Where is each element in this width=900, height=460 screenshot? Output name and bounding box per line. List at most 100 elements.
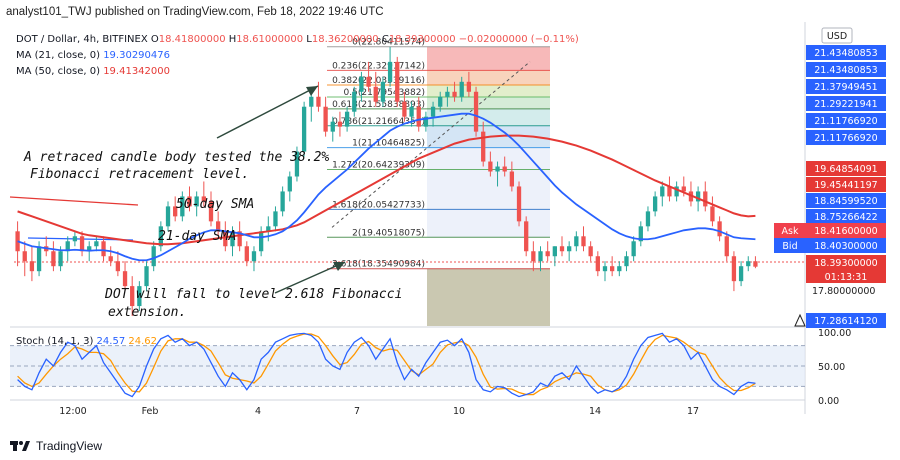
candle [208,191,214,227]
candle [473,86,479,137]
fib-band [427,70,550,86]
candle [137,281,142,312]
candle-body [36,246,42,272]
candle-body [717,221,722,237]
price-tag [806,45,886,60]
candle-body [638,226,643,242]
candle-body [330,121,335,132]
legend-ohlc-value: 18.36200000 [312,34,382,45]
ma21-line [17,112,756,262]
candle [567,241,572,262]
price-tag [806,313,886,328]
candle [130,276,135,317]
candle-body [552,246,557,257]
candle [330,116,335,142]
candle-body [316,96,321,107]
candle-body [631,241,636,257]
price-tag-value: 19.64854091 [814,164,877,175]
countdown-tag [806,270,886,283]
legend-ohlc-value: 18.41800000 [159,34,229,45]
candle [595,251,600,277]
candle-body [280,191,285,212]
candle [481,121,486,167]
fib-level-label: 0(22.80411574) [352,38,425,48]
candle [230,226,235,257]
time-tick: 7 [354,406,360,417]
fib-level-label: 0.618(21.55838893) [332,100,425,110]
price-tag-value: 18.39300000 [814,258,877,269]
candle-body [502,166,507,172]
candle [72,231,78,247]
candle [144,261,149,292]
candle-body [731,256,737,282]
candle [631,236,636,262]
candle-body [674,186,679,197]
candle-body [473,91,479,132]
candle [445,86,450,107]
candle-body [144,266,149,287]
candle [115,251,121,277]
candle [452,81,457,102]
candle [287,171,292,202]
candle-body [538,251,543,262]
candle-body [452,91,457,97]
trading-chart[interactable]: 0(22.80411574) 0.236(22.32917142) 0.382(22… [0,22,900,436]
fib-trend-line [331,61,531,228]
candle [258,226,264,257]
legend-ohlc-value: −0.02000000 (−0.11%) [459,34,579,45]
time-tick: 12:00 [59,406,86,417]
candle-body [230,231,235,247]
candle-body [115,261,121,272]
candle [294,146,300,182]
candle-body [87,246,92,252]
candle [438,91,443,112]
price-tag [806,238,886,253]
candle-body [595,256,600,272]
candle-body [216,221,221,232]
candle-body [610,266,615,272]
candle [552,246,557,267]
legend-ohlc-key: H [229,34,237,45]
candle [352,86,357,117]
candle-body [387,61,393,82]
candle-body [524,221,529,252]
legend-ohlc-key: O [151,34,159,45]
stoch-tick: 0.00 [818,396,839,407]
candle-body [122,271,128,287]
candle [459,76,464,102]
candle-body [51,251,56,267]
candle [79,231,85,257]
time-tick: 17 [687,406,699,417]
candle-body [108,256,113,262]
ma21-value: 19.30290476 [103,50,170,61]
candle [51,241,56,272]
legend-symbol-name: DOT / Dollar, 4h, BITFINEX [16,34,151,45]
candle [158,221,163,252]
fib-band [427,108,550,126]
candle [667,176,672,202]
candle [652,191,658,217]
candle-body [652,196,658,212]
candle [216,211,221,237]
legend-ohlc-value: 18.39300000 [389,34,459,45]
bid-tag [774,238,806,253]
price-tag-value: 21.11766920 [814,133,877,144]
tradingview-logo-icon [10,441,30,451]
fib-level-label: 0.236(22.32917142) [332,61,425,71]
candle [674,181,679,202]
candle [588,241,593,262]
candle-body [194,196,199,207]
candle-body [581,236,586,247]
legend-ma50: MA (50, close, 0) 19.41342000 [16,66,170,77]
stoch-d-line [17,333,756,396]
candle-body [602,266,608,272]
candle-body [359,76,364,92]
candle-body [151,246,156,267]
candle-body [667,186,672,197]
price-tag-value: 21.37949451 [814,82,877,93]
time-tick: 4 [255,406,261,417]
candle-body [72,236,78,242]
price-tag-value: 21.43480853 [814,65,877,76]
candle-body [294,151,300,177]
fib-band [427,147,550,238]
